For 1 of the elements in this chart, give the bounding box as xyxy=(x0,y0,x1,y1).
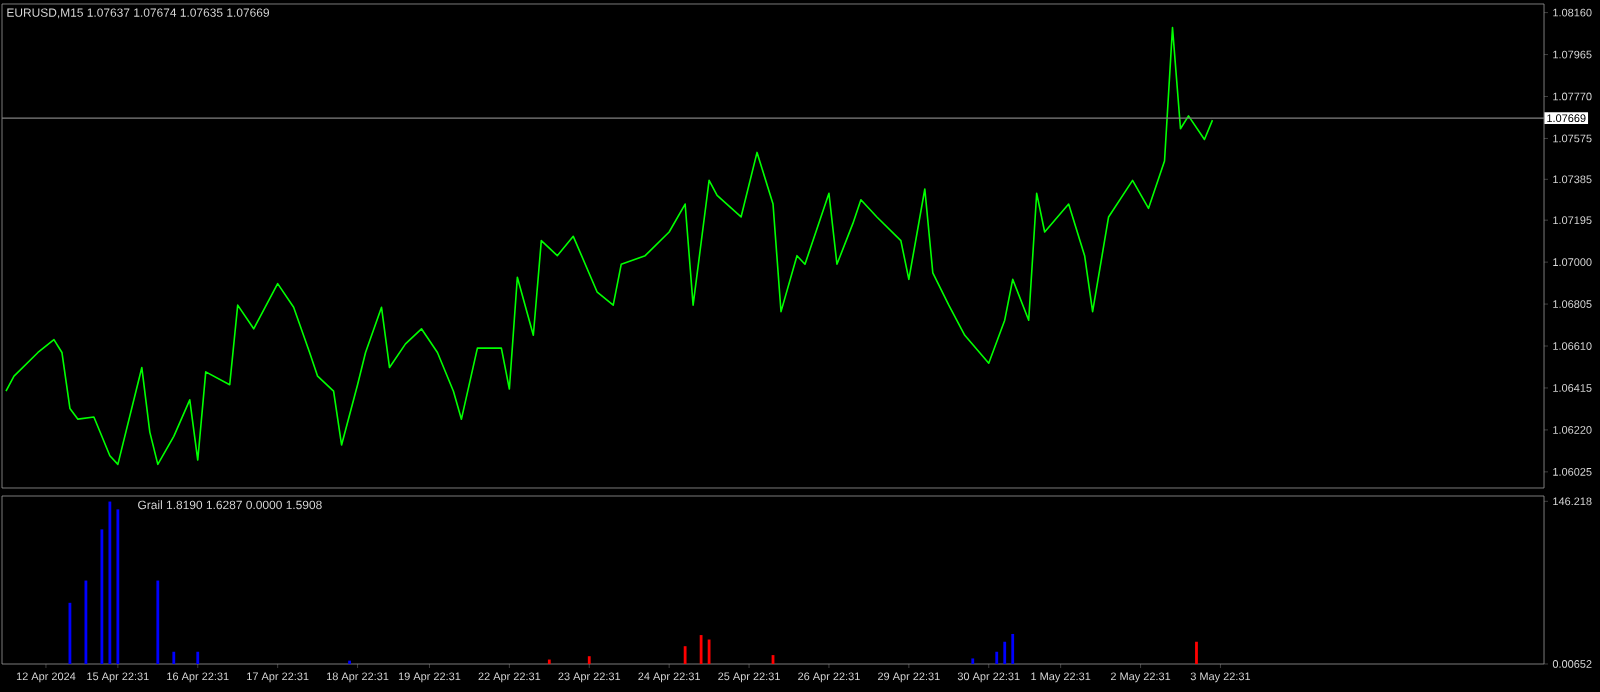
line-series xyxy=(5,26,1214,466)
